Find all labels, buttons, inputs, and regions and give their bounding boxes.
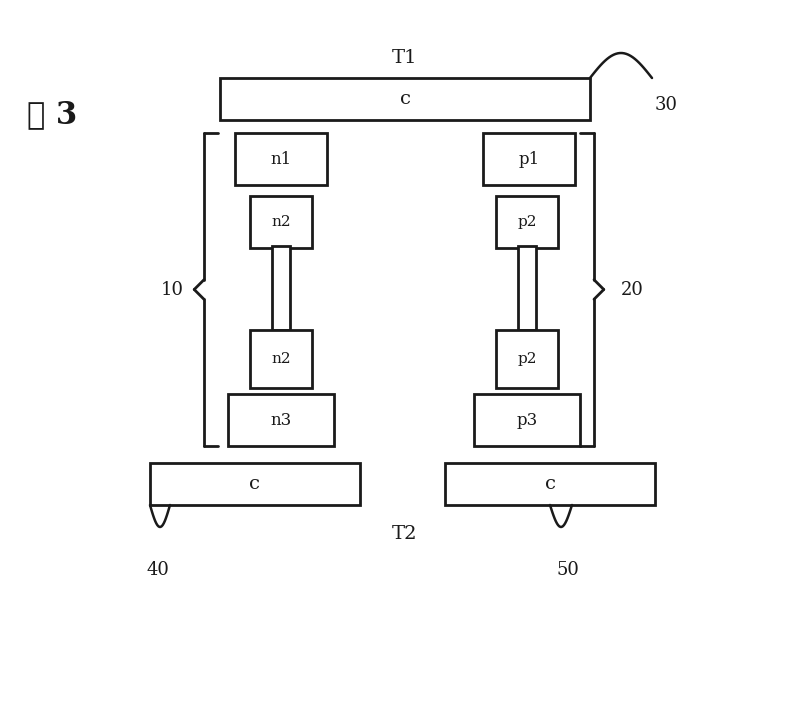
Bar — [235, 133, 327, 185]
Text: p2: p2 — [518, 352, 537, 366]
Text: 50: 50 — [557, 561, 579, 579]
Text: 10: 10 — [161, 281, 183, 299]
Bar — [496, 330, 558, 388]
Text: c: c — [545, 475, 555, 493]
Bar — [228, 394, 334, 446]
Bar — [250, 330, 312, 388]
Bar — [518, 246, 536, 330]
Text: p3: p3 — [516, 412, 538, 428]
Bar — [220, 78, 590, 120]
Text: n1: n1 — [270, 150, 292, 168]
Text: 20: 20 — [621, 281, 643, 299]
Text: n3: n3 — [270, 412, 292, 428]
Text: T2: T2 — [392, 525, 418, 543]
Text: T1: T1 — [392, 49, 418, 67]
Text: c: c — [399, 90, 410, 108]
Text: n2: n2 — [271, 352, 291, 366]
Text: n2: n2 — [271, 215, 291, 229]
Text: p2: p2 — [518, 215, 537, 229]
Bar — [150, 463, 360, 505]
Bar — [483, 133, 575, 185]
Bar — [272, 246, 290, 330]
Bar — [496, 196, 558, 248]
Bar — [445, 463, 655, 505]
Bar — [474, 394, 580, 446]
Bar — [250, 196, 312, 248]
Text: 图 3: 图 3 — [27, 99, 77, 130]
Text: c: c — [250, 475, 261, 493]
Text: 40: 40 — [146, 561, 170, 579]
Text: 30: 30 — [655, 96, 678, 114]
Text: p1: p1 — [518, 150, 540, 168]
